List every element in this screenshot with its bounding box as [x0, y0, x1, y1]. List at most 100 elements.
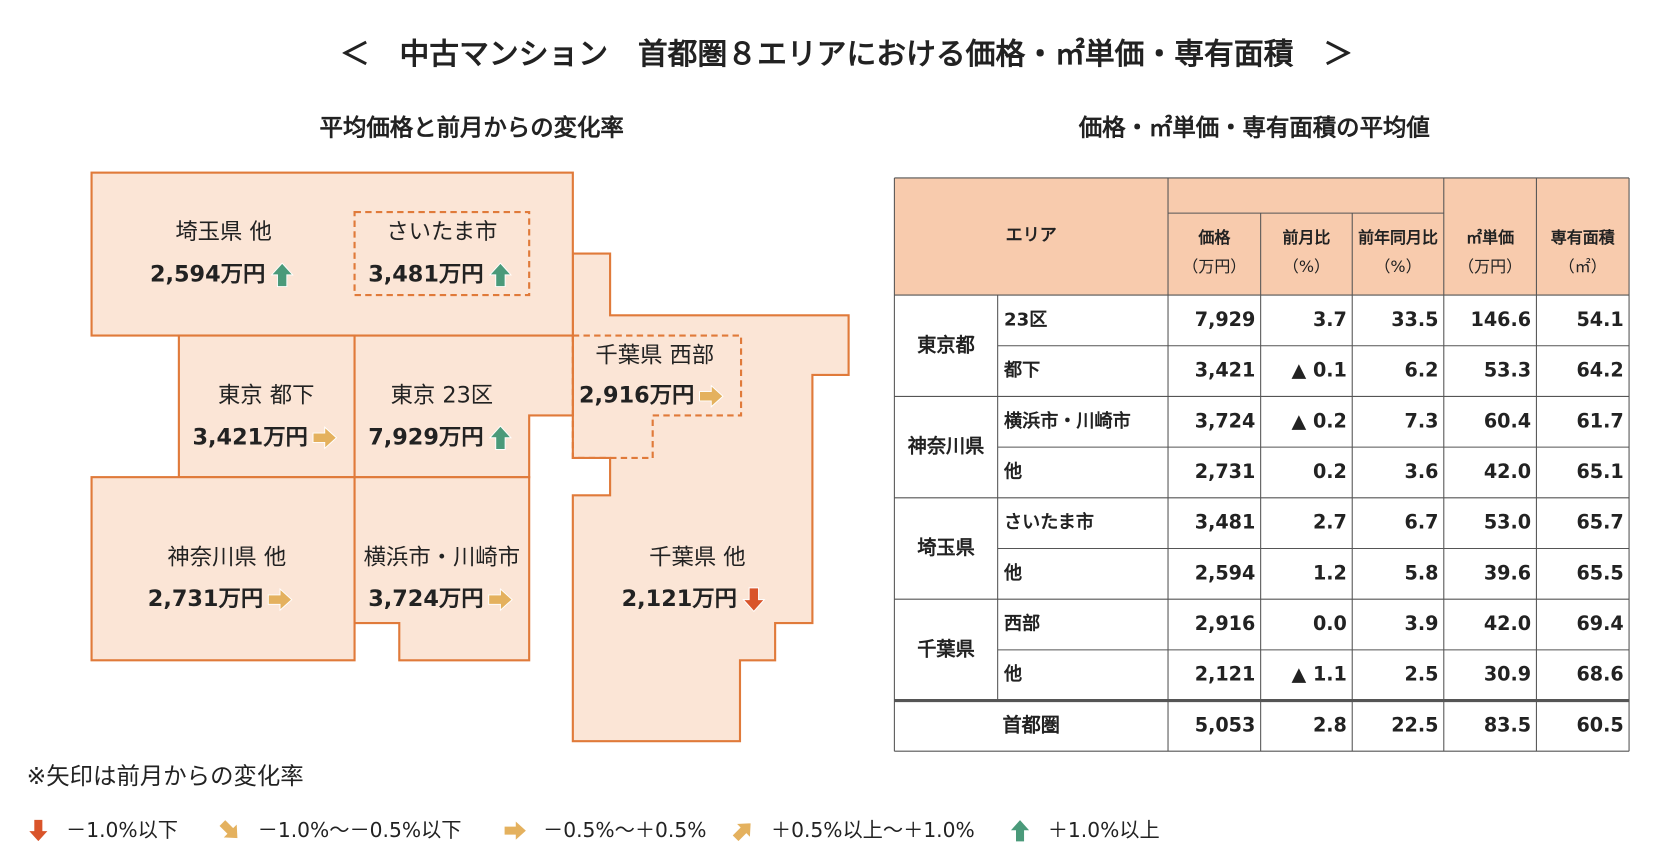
region-price: 7,929万円 [368, 424, 483, 450]
region-price: 3,481万円 [368, 261, 483, 287]
cell: 3.6 [1405, 460, 1439, 483]
region-name: 埼玉県 他 [175, 219, 271, 245]
group-name: 神奈川県 [908, 435, 985, 458]
header-unit: （万円） [1458, 257, 1522, 276]
region-name: 東京 都下 [218, 383, 314, 409]
cell: 7.3 [1405, 409, 1439, 432]
cell: 60.4 [1484, 409, 1531, 432]
trend-arrow [731, 822, 752, 843]
row-label: 他 [1003, 663, 1022, 685]
region-price: 3,421万円 [193, 424, 308, 450]
trend-arrow [312, 426, 338, 450]
region-name: 千葉県 他 [649, 545, 745, 571]
row-label: さいたま市 [1004, 511, 1094, 533]
cell: 0.0 [1313, 612, 1347, 635]
trend-arrow [699, 384, 724, 408]
row-label: 都下 [1003, 360, 1040, 381]
trend-arrow [27, 819, 50, 843]
cell: 53.3 [1484, 359, 1531, 382]
cell: 65.7 [1576, 511, 1623, 534]
header-unit: （%） [1283, 257, 1330, 276]
cell: ▲ 0.2 [1292, 409, 1347, 432]
header-area: エリア [1006, 225, 1057, 245]
cell: 3,421 [1195, 359, 1256, 382]
chiba-shape [571, 252, 850, 743]
group-name: 千葉県 [917, 637, 974, 660]
cell: 61.7 [1576, 409, 1623, 432]
trend-arrow [488, 588, 513, 612]
cell: 2.7 [1313, 511, 1347, 534]
region-name: さいたま市 [386, 219, 497, 245]
map-shapes [90, 171, 850, 743]
chiba-west-border [571, 334, 743, 460]
cell: 6.7 [1405, 511, 1439, 534]
cell: 2.8 [1313, 713, 1347, 736]
cell: 30.9 [1484, 663, 1531, 686]
cell: 60.5 [1576, 713, 1623, 736]
trend-arrow [488, 425, 513, 450]
row-label: 23区 [1004, 309, 1047, 330]
row-label: 他 [1003, 562, 1022, 584]
cell: ▲ 0.1 [1292, 359, 1347, 382]
cell: ▲ 1.1 [1292, 663, 1347, 686]
legend-label: －1.0%以下 [66, 818, 178, 842]
kanagawa-shape [90, 476, 356, 662]
cell: 83.5 [1484, 713, 1531, 736]
trend-arrow [1008, 818, 1032, 843]
group-name: 埼玉県 [917, 536, 974, 559]
region-name: 千葉県 西部 [595, 342, 714, 368]
cell: 54.1 [1576, 308, 1623, 331]
trend-arrow [270, 262, 294, 288]
total-label: 首都圏 [1002, 713, 1059, 736]
region-name: 神奈川県 他 [167, 545, 286, 571]
region-name: 東京 23区 [391, 383, 494, 409]
region-price: 2,731万円 [148, 586, 263, 612]
legend-label: ＋0.5%以上～＋1.0% [771, 818, 975, 842]
trend-arrow [267, 588, 293, 612]
cell: 3,481 [1195, 511, 1256, 534]
region-price: 2,121万円 [622, 586, 737, 612]
cell: 2.5 [1405, 663, 1439, 686]
row-label: 他 [1003, 460, 1022, 482]
cell: 33.5 [1391, 308, 1438, 331]
cell: 22.5 [1391, 713, 1438, 736]
cell: 39.6 [1484, 561, 1531, 584]
cell: 5,053 [1195, 713, 1256, 736]
row-label: 横浜市・川崎市 [1004, 410, 1131, 432]
cell: 42.0 [1484, 460, 1531, 483]
cell: 42.0 [1484, 612, 1531, 635]
cell: 6.2 [1405, 359, 1439, 382]
trend-arrow [218, 818, 239, 840]
region-price: 3,724万円 [368, 586, 483, 612]
cell: 2,916 [1195, 612, 1256, 635]
cell: 65.5 [1576, 561, 1623, 584]
cell: 5.8 [1405, 561, 1439, 584]
cell: 3.9 [1405, 612, 1439, 635]
cell: 2,121 [1195, 663, 1256, 686]
header-unit: （万円） [1182, 257, 1246, 276]
yokohama-shape [353, 476, 531, 662]
cell: 3,724 [1195, 409, 1256, 432]
cell: 146.6 [1471, 308, 1532, 331]
cell: 64.2 [1576, 359, 1623, 382]
cell: 53.0 [1484, 511, 1531, 534]
page-title: ＜ 中古マンション 首都圏８エリアにおける価格・㎡単価・専有面積 ＞ [340, 37, 1353, 72]
map-title: 平均価格と前月からの変化率 [320, 113, 624, 141]
table-title: 価格・㎡単価・専有面積の平均値 [1078, 113, 1430, 141]
trend-arrow [742, 587, 766, 613]
header-name: 価格 [1197, 228, 1231, 247]
cell: 69.4 [1576, 612, 1623, 635]
saitama-city-border [353, 210, 531, 297]
header-name: 専有面積 [1551, 228, 1615, 247]
region-price: 2,916万円 [579, 383, 694, 409]
cell: 65.1 [1576, 460, 1623, 483]
table-header-bg [894, 177, 1630, 296]
cell: 0.2 [1313, 460, 1347, 483]
cell: 7,929 [1195, 308, 1256, 331]
header-unit: （%） [1374, 257, 1421, 276]
saitama-shape [90, 171, 574, 337]
header-name: ㎡単価 [1466, 228, 1514, 247]
row-label: 西部 [1004, 613, 1040, 635]
